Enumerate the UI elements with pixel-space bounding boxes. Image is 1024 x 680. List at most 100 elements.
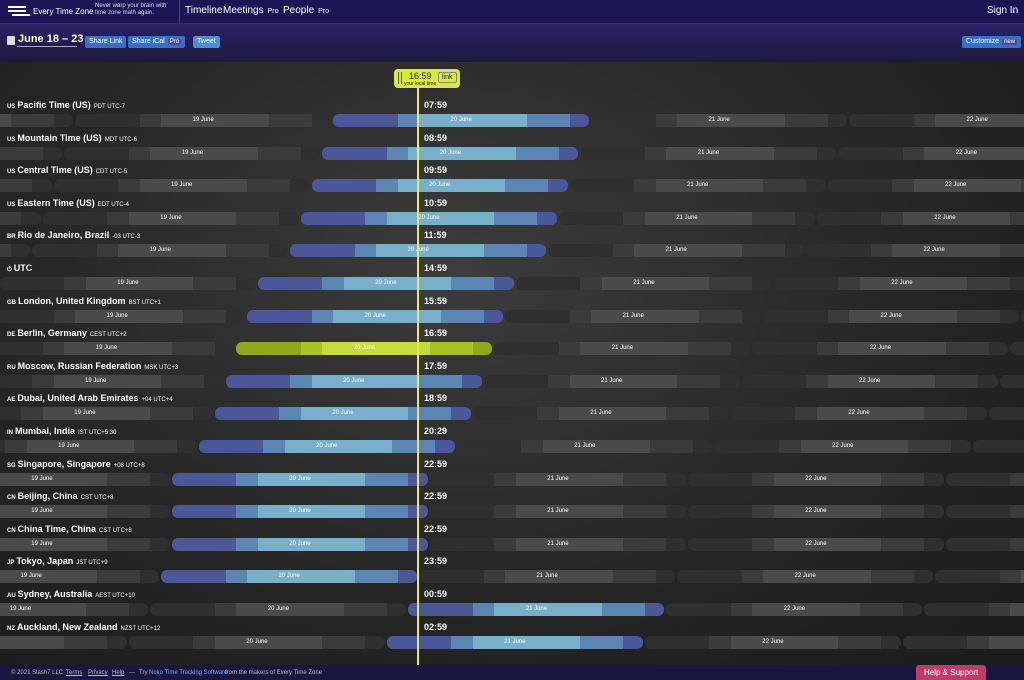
day-bar[interactable]: 22 June (730, 407, 987, 421)
day-bar[interactable]: 22 June (806, 244, 1024, 258)
day-bar[interactable]: 20 June (257, 277, 514, 290)
day-bar[interactable]: 19 June (0, 603, 149, 616)
zone-name[interactable]: CN China Time, China CST UTC+8 (7, 524, 132, 534)
day-bar[interactable]: 22 June (838, 146, 1024, 160)
day-bar[interactable]: 19 June (0, 472, 170, 486)
day-bar[interactable]: 22 June (773, 277, 1024, 290)
day-bar[interactable]: 20 June (198, 440, 455, 453)
day-bar[interactable]: 20 June (236, 342, 493, 356)
day-bar[interactable]: 19 June (0, 570, 160, 584)
day-bar[interactable]: 19 June (0, 309, 246, 323)
day-bar[interactable]: 22 June (687, 472, 944, 486)
zone-name[interactable]: US Central Time (US) CDT UTC-5 (7, 165, 127, 175)
day-bar[interactable]: 19 June (53, 179, 310, 193)
day-bar[interactable]: 19 June (42, 211, 299, 225)
day-bar[interactable]: 19 June (0, 407, 213, 421)
day-bar[interactable]: 21 June (456, 440, 713, 453)
day-bar[interactable]: 19 June (0, 505, 170, 519)
day-bar[interactable]: 22 June (677, 570, 934, 584)
help-support[interactable]: Help & Support (916, 665, 987, 680)
day-bar[interactable]: 19 June (0, 342, 235, 356)
day-bar[interactable]: 21 June (429, 537, 686, 551)
zone-name[interactable]: GB London, United Kingdom BST UTC+1 (7, 296, 161, 306)
day-bar[interactable]: 21 June (505, 309, 762, 323)
day-bar[interactable]: 20 June (214, 407, 471, 421)
footer-link[interactable]: Terms (66, 670, 83, 676)
day-bar[interactable]: 21 June (419, 570, 676, 584)
day-bar[interactable]: 21 June (472, 407, 729, 421)
zone-name[interactable]: SG Singapore, Singapore +08 UTC+8 (7, 459, 145, 469)
day-bar[interactable]: 22 June (816, 211, 1024, 225)
share-ical[interactable]: Share iCal Pro (128, 36, 186, 48)
day-bar[interactable]: 20 June (171, 472, 428, 486)
zone-name[interactable]: BR Rio de Janeiro, Brazil -03 UTC-3 (7, 230, 140, 240)
zone-name[interactable]: CN Beijing, China CST UTC+8 (7, 491, 113, 501)
date-range[interactable]: June 18 – 23 (18, 33, 84, 45)
tweet[interactable]: Tweet (193, 36, 220, 48)
customize[interactable]: Customize new (962, 36, 1022, 48)
day-bar[interactable]: 21 June (580, 146, 837, 160)
footer-link[interactable]: Privacy (88, 670, 108, 676)
day-bar[interactable]: 21 June (515, 277, 772, 290)
day-bar[interactable]: 19 June (0, 374, 224, 388)
now-marker[interactable]: 16:59 your local time link (394, 69, 460, 88)
logo[interactable]: Every Time Zone (33, 7, 94, 16)
day-bar[interactable]: 21 June (386, 635, 643, 649)
day-bar[interactable]: 21 June (429, 505, 686, 519)
nav-timeline[interactable]: Timeline (185, 5, 223, 16)
day-bar[interactable]: 20 June (300, 211, 557, 225)
day-bar[interactable]: 20 June (322, 146, 579, 160)
day-bar[interactable]: 22 June (752, 342, 1009, 356)
zone-name[interactable]: US Pacific Time (US) PDT UTC-7 (7, 100, 125, 110)
zone-name[interactable]: DE Berlin, Germany CEST UTC+2 (7, 328, 127, 338)
share-link[interactable]: Share Link (85, 36, 127, 48)
zone-name[interactable]: US Eastern Time (US) EDT UTC-4 (7, 198, 129, 208)
day-bar[interactable]: 22 June (827, 179, 1024, 193)
day-bar[interactable]: 20 June (333, 114, 590, 127)
zone-name[interactable]: AE Dubai, United Arab Emirates +04 UTC+4 (7, 393, 173, 403)
day-bar[interactable]: 20 June (225, 374, 482, 388)
day-bar[interactable]: 19 June (32, 244, 289, 258)
day-bar[interactable]: 22 June (687, 537, 944, 551)
day-bar[interactable]: 21 June (408, 603, 665, 616)
day-bar[interactable]: 21 June (548, 244, 805, 258)
day-bar[interactable]: 20 June (290, 244, 547, 258)
zone-name[interactable]: RU Moscow, Russian Federation MSK UTC+3 (7, 361, 178, 371)
sign-in[interactable]: Sign In (987, 5, 1019, 16)
zone-name[interactable]: AU Sydney, Australia AEST UTC+10 (7, 589, 135, 599)
day-bar[interactable]: 21 June (429, 472, 686, 486)
day-bar[interactable]: 20 June (171, 537, 428, 551)
day-bar[interactable]: 21 June (558, 211, 815, 225)
zone-name[interactable]: US Mountain Time (US) MDT UTC-6 (7, 133, 137, 143)
day-bar[interactable]: 21 June (494, 342, 751, 356)
zone-name[interactable]: NZ Auckland, New Zealand NZST UTC+12 (7, 622, 160, 632)
nav-people[interactable]: People Pro (283, 5, 329, 16)
day-bar[interactable]: 22 June (741, 374, 998, 388)
day-bar[interactable]: 22 June (644, 635, 901, 649)
day-bar[interactable]: 22 June (687, 505, 944, 519)
footer-link[interactable]: Help (112, 670, 125, 676)
day-bar[interactable]: 21 June (483, 374, 740, 388)
day-bar[interactable]: 21 June (591, 114, 848, 127)
day-bar[interactable]: 22 June (714, 440, 971, 453)
now-link[interactable]: link (438, 72, 457, 83)
day-bar[interactable]: 19 June (0, 440, 197, 453)
day-bar[interactable]: 19 June (0, 277, 256, 290)
day-bar[interactable]: 22 June (849, 114, 1024, 127)
noko-link[interactable]: Noko Time Tracking Software (149, 670, 228, 676)
day-bar[interactable]: 20 June (247, 309, 504, 323)
day-bar[interactable]: 22 June (763, 309, 1020, 323)
day-bar[interactable]: 19 June (0, 537, 170, 551)
nav-meetings[interactable]: Meetings Pro (223, 5, 278, 16)
day-bar[interactable]: 20 June (161, 570, 418, 584)
day-bar[interactable]: 20 June (311, 179, 568, 193)
day-bar[interactable]: 20 June (150, 603, 407, 616)
day-bar[interactable]: 20 June (128, 635, 385, 649)
day-bar[interactable]: 19 June (75, 114, 332, 127)
day-bar[interactable]: 20 June (171, 505, 428, 519)
day-bar[interactable]: 22 June (666, 603, 923, 616)
zone-name[interactable]: JP Tokyo, Japan JST UTC+9 (7, 556, 108, 566)
zone-name[interactable]: ⏻ UTC (7, 263, 32, 274)
zone-name[interactable]: IN Mumbai, India IST UTC+5:30 (7, 426, 116, 436)
day-bar[interactable]: 21 June (569, 179, 826, 193)
